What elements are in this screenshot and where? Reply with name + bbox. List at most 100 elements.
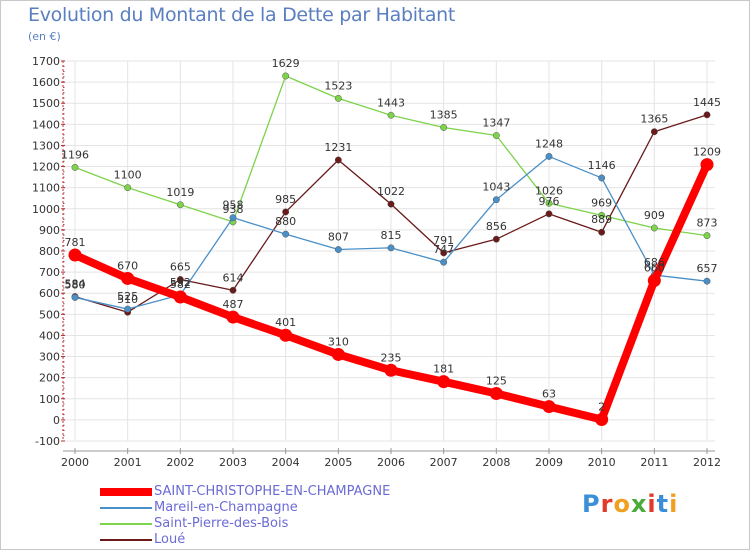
data-label: 125 (486, 375, 507, 388)
data-point (598, 228, 606, 236)
data-point (492, 132, 500, 139)
data-label: 510 (117, 293, 138, 306)
data-point (545, 210, 553, 218)
y-tick-label: 800 (39, 245, 60, 258)
data-label: 1629 (272, 57, 300, 70)
data-label: 1347 (482, 117, 510, 130)
data-label: 880 (275, 215, 296, 228)
data-point (650, 128, 658, 136)
data-label: 909 (644, 209, 665, 222)
data-label: 660 (644, 262, 665, 275)
legend-label: Saint-Pierre-des-Bois (154, 516, 289, 531)
data-label: 781 (65, 236, 86, 249)
x-tick-label: 2007 (430, 456, 458, 469)
legend-swatch (100, 523, 152, 525)
legend-swatch (100, 507, 152, 509)
y-tick-label: -100 (35, 435, 60, 448)
y-tick-label: 1200 (32, 161, 60, 174)
data-point (700, 158, 714, 172)
data-label: 1443 (377, 96, 405, 109)
data-point (334, 246, 342, 253)
data-point (176, 201, 184, 209)
data-point (387, 244, 395, 252)
data-label: 1146 (588, 159, 616, 172)
x-tick-label: 2004 (272, 456, 300, 469)
data-label: 487 (223, 298, 244, 311)
data-point (492, 196, 500, 204)
data-label: 181 (433, 363, 454, 376)
data-point (226, 310, 240, 324)
y-tick-label: 1700 (32, 55, 60, 68)
data-label: 582 (170, 278, 191, 291)
data-label: 592 (170, 276, 191, 289)
x-tick-label: 2006 (377, 456, 405, 469)
data-label: 856 (486, 220, 507, 233)
y-tick-label: 400 (39, 329, 60, 342)
data-label: 525 (117, 290, 138, 303)
legend-label: Mareil-en-Champagne (154, 500, 298, 515)
data-point (542, 400, 556, 414)
data-point (545, 152, 553, 160)
data-label: 1196 (61, 148, 89, 161)
y-tick-label: 1500 (32, 97, 60, 110)
data-point (703, 111, 711, 119)
data-point (492, 235, 500, 243)
data-point (595, 412, 609, 426)
data-point (71, 163, 79, 171)
data-point (647, 274, 661, 288)
data-point (124, 184, 132, 192)
data-point (598, 211, 606, 219)
data-label: 1365 (640, 113, 668, 126)
legend-label: Loué (154, 532, 186, 547)
legend: SAINT-CHRISTOPHE-EN-CHAMPAGNE Mareil-en-C… (100, 484, 520, 550)
legend-swatch (100, 488, 152, 496)
data-label: 938 (223, 203, 244, 216)
data-point (334, 94, 342, 102)
data-label: 985 (275, 193, 296, 206)
data-label: 889 (591, 213, 612, 226)
legend-swatch (100, 539, 152, 541)
y-tick-label: 1300 (32, 139, 60, 152)
data-point (440, 258, 448, 266)
x-tick-label: 2003 (219, 456, 247, 469)
data-point (124, 305, 132, 313)
data-point (121, 271, 135, 285)
chart-subtitle: (en €) (28, 30, 61, 43)
data-label: 815 (381, 229, 402, 242)
y-tick-label: 0 (53, 414, 60, 427)
data-point (545, 199, 553, 207)
data-point (71, 293, 79, 301)
grid (63, 60, 715, 442)
data-point (489, 387, 503, 400)
x-tick-label: 2005 (324, 456, 352, 469)
data-point (703, 232, 711, 240)
x-tick-label: 2009 (535, 456, 563, 469)
axes: -100 0 100 200 300 400 500 600 700 800 900 1000 1100… (32, 55, 721, 469)
data-label: 1022 (377, 185, 405, 198)
data-label: 401 (275, 316, 296, 329)
data-label: 791 (433, 234, 454, 247)
data-point (68, 248, 82, 262)
data-label: 1019 (166, 186, 194, 199)
data-point (279, 328, 293, 342)
x-tick-label: 2012 (693, 456, 721, 469)
data-point (282, 72, 290, 80)
data-point (229, 214, 237, 222)
y-tick-label: 1400 (32, 118, 60, 131)
data-point (440, 249, 448, 257)
data-point (650, 224, 658, 232)
data-label: 1209 (693, 146, 721, 159)
data-label: 657 (697, 262, 718, 275)
data-point (387, 200, 395, 208)
y-tick-label: 500 (39, 308, 60, 321)
data-point (282, 208, 290, 216)
data-point (387, 111, 395, 119)
data-label: 580 (65, 278, 86, 291)
data-label: 958 (223, 199, 244, 212)
data-label: 665 (170, 261, 191, 274)
data-point (440, 124, 448, 131)
data-point (598, 174, 606, 182)
proxiti-logo: Proxiti (582, 490, 679, 518)
data-label: 969 (591, 196, 612, 209)
data-label: 584 (65, 278, 86, 291)
